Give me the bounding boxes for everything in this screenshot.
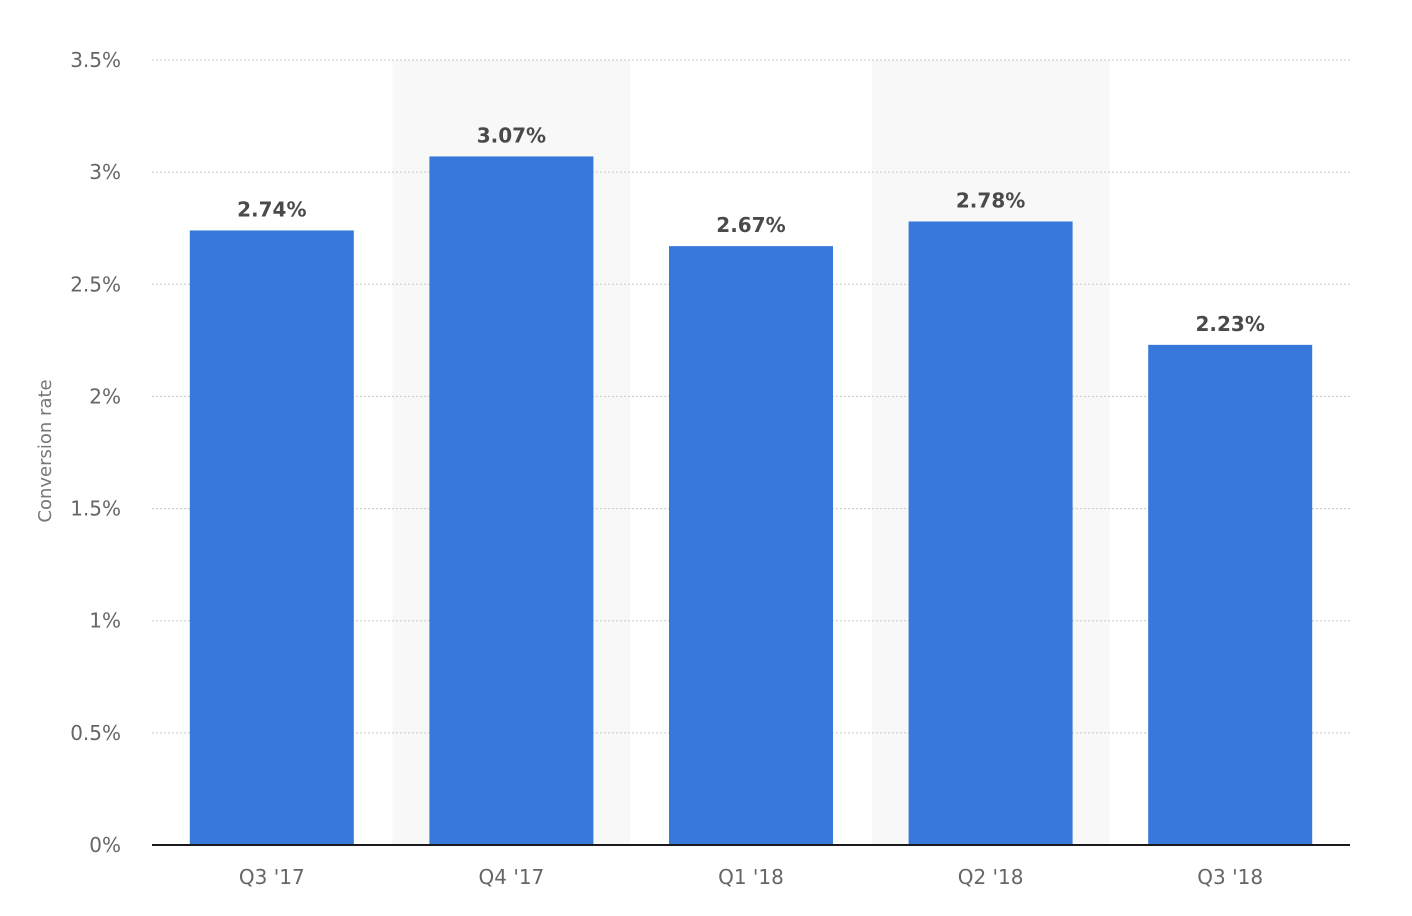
x-tick-label: Q4 '17 <box>479 865 545 889</box>
x-tick-label: Q3 '18 <box>1197 865 1263 889</box>
bar[interactable] <box>1148 344 1313 845</box>
x-tick-label: Q3 '17 <box>239 865 305 889</box>
x-tick-label: Q1 '18 <box>718 865 784 889</box>
data-label: 2.74% <box>237 197 306 221</box>
y-tick-label: 2.5% <box>70 272 121 296</box>
y-tick-label: 3.5% <box>70 48 121 72</box>
x-tick-label: Q2 '18 <box>958 865 1024 889</box>
y-tick-label: 0.5% <box>70 721 121 745</box>
bar[interactable] <box>908 221 1073 845</box>
bar[interactable] <box>429 156 594 845</box>
data-label: 3.07% <box>477 123 546 147</box>
data-label: 2.23% <box>1196 312 1265 336</box>
bar[interactable] <box>669 246 833 845</box>
y-tick-label: 1.5% <box>70 497 121 521</box>
bar[interactable] <box>189 230 354 845</box>
y-tick-label: 2% <box>89 384 121 408</box>
data-label: 2.67% <box>716 213 785 237</box>
y-tick-label: 0% <box>89 833 121 857</box>
data-label: 2.78% <box>956 188 1025 212</box>
y-tick-label: 1% <box>89 609 121 633</box>
y-tick-label: 3% <box>89 160 121 184</box>
y-axis-title: Conversion rate <box>35 379 56 522</box>
